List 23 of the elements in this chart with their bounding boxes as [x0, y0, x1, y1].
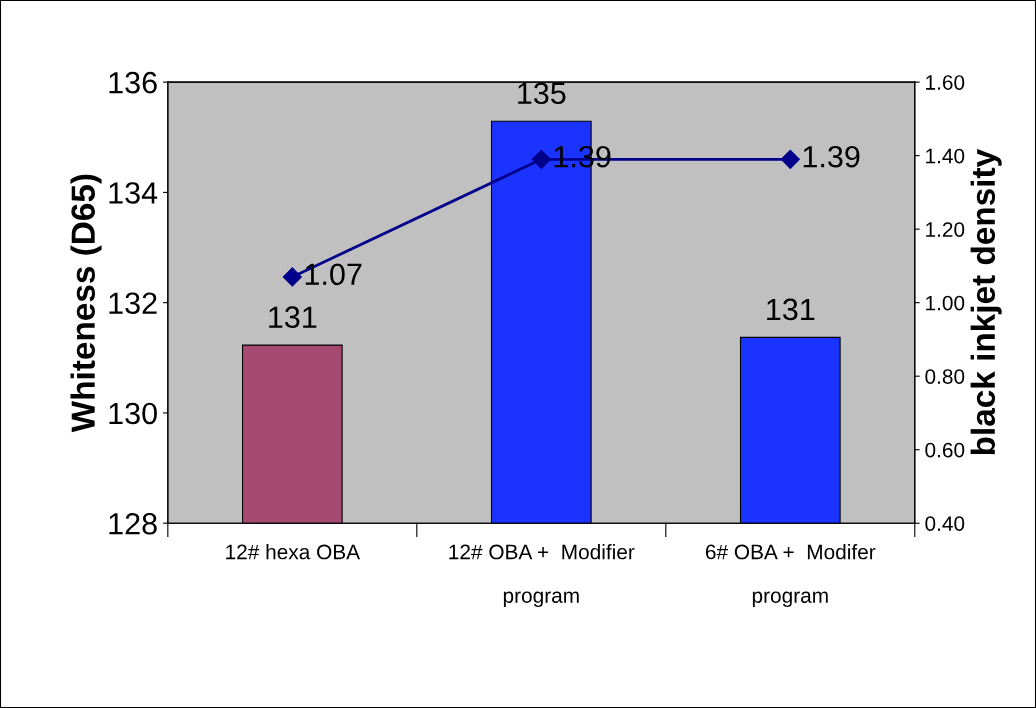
- data-label: 131: [767, 298, 815, 321]
- y2-tick-label: 1.20: [926, 222, 965, 237]
- x-tick-label: 12# hexa OBA: [226, 544, 361, 560]
- y2-axis-title: black inkjet density: [970, 149, 1002, 455]
- category-label: 12# OBA + Modifier program: [449, 544, 635, 608]
- y-tick-label: 134: [109, 182, 158, 204]
- y2-tick-label: 1.40: [926, 148, 965, 164]
- y2-tick-label: 1.00: [926, 295, 965, 311]
- category-label: 6# OBA + Modifer program: [705, 544, 876, 608]
- data-label: 131: [269, 306, 317, 328]
- y2-tick-label: 1.60: [926, 75, 965, 90]
- data-label: 135: [518, 82, 566, 105]
- y2-tick-label: 0.60: [925, 442, 965, 458]
- y-axis-title: Whiteness (D65): [70, 174, 102, 433]
- y-tick-label: 136: [109, 71, 157, 94]
- data-label: 1.39: [803, 145, 860, 168]
- y-tick-label: 130: [109, 402, 157, 425]
- data-label: 1.07: [305, 263, 362, 286]
- y-tick-label: 132: [109, 292, 157, 315]
- y2-tick-label: 0.80: [925, 369, 965, 384]
- data-label: 1.39: [554, 145, 611, 168]
- y-tick-label: 128: [109, 512, 157, 535]
- y2-tick-label: 0.40: [925, 516, 965, 531]
